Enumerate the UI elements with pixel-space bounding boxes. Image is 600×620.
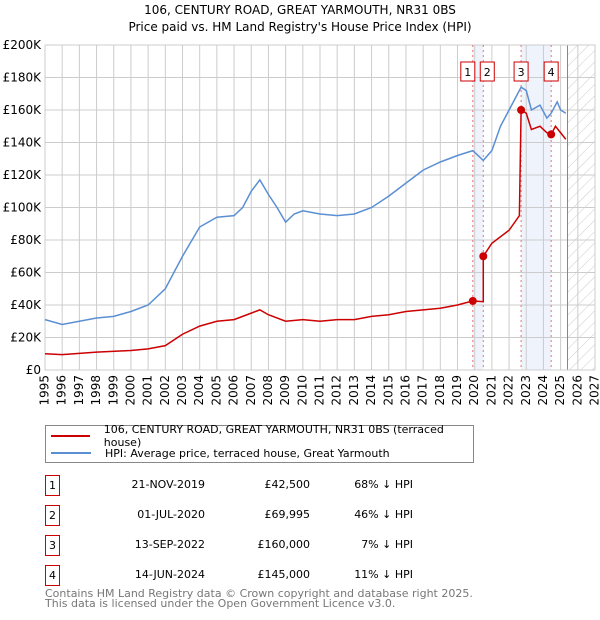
x-tick-label: 1996 (55, 375, 69, 406)
x-tick-label: 1999 (106, 375, 120, 406)
sales-table-row: 4 14-JUN-2024 £145,000 11% ↓ HPI (45, 565, 413, 587)
x-tick-label: 2009 (278, 375, 292, 406)
price-chart: 106, CENTURY ROAD, GREAT YARMOUTH, NR31 … (3, 3, 600, 406)
y-tick-label: £160K (3, 103, 43, 117)
x-tick-label: 2005 (209, 375, 223, 406)
sale-point (468, 296, 477, 305)
legend-swatch-blue (51, 452, 91, 454)
sales-table-row: 3 13-SEP-2022 £160,000 7% ↓ HPI (45, 535, 413, 557)
legend-item-property: 106, CENTURY ROAD, GREAT YARMOUTH, NR31 … (46, 423, 473, 449)
sale-hpi-diff: 46% ↓ HPI (354, 508, 413, 521)
sale-point (517, 106, 526, 114)
x-tick-label: 2022 (502, 375, 516, 406)
sale-label: 3 (518, 66, 525, 79)
x-tick-label: 2027 (588, 375, 600, 406)
y-tick-label: £180K (3, 71, 43, 85)
x-tick-label: 2002 (158, 375, 172, 406)
x-tick-label: 2013 (347, 375, 361, 406)
x-tick-label: 2018 (433, 375, 447, 406)
sale-price: £160,000 (257, 538, 311, 551)
x-tick-label: 2006 (227, 375, 241, 406)
footer: Contains HM Land Registry data © Crown c… (45, 587, 473, 610)
sale-point (547, 130, 556, 139)
sale-hpi-diff: 7% ↓ HPI (361, 538, 413, 551)
y-tick-label: £200K (3, 38, 43, 52)
chart-subtitle: Price paid vs. HM Land Registry's House … (128, 20, 471, 34)
legend-item-hpi: HPI: Average price, terraced house, Grea… (46, 445, 390, 461)
legend-label: HPI: Average price, terraced house, Grea… (105, 446, 390, 460)
legend-label: 106, CENTURY ROAD, GREAT YARMOUTH, NR31 … (103, 423, 444, 449)
sale-hpi-diff: 68% ↓ HPI (354, 478, 413, 491)
footer-line: Contains HM Land Registry data © Crown c… (45, 587, 473, 600)
y-tick-label: £0 (26, 363, 41, 377)
sale-label-box (460, 61, 476, 82)
sale-hpi-diff: 11% ↓ HPI (354, 568, 413, 581)
sale-price: £42,500 (264, 478, 311, 491)
x-tick-label: 2004 (192, 375, 206, 406)
x-tick-label: 1997 (72, 375, 86, 406)
hpi-line (44, 86, 567, 326)
x-tick-label: 2014 (364, 375, 378, 406)
x-tick-label: 2026 (570, 375, 584, 406)
sale-date: 21-NOV-2019 (131, 478, 205, 491)
sale-label: 4 (548, 66, 555, 79)
property-price-line (44, 108, 567, 356)
sale-label-box (543, 61, 559, 82)
x-tick-label: 2025 (553, 375, 567, 406)
sale-number-badge: 1 (45, 475, 60, 496)
plot-frame (44, 44, 596, 371)
y-tick-label: £140K (3, 136, 43, 150)
x-tick-label: 2019 (450, 375, 464, 406)
sale-label: 2 (484, 66, 491, 79)
sale-label-box (513, 61, 529, 82)
sale-date: 14-JUN-2024 (134, 568, 205, 581)
x-tick-label: 2012 (330, 375, 344, 406)
y-tick-label: £40K (10, 298, 42, 312)
x-tick-label: 2000 (123, 375, 137, 406)
y-tick-label: £80K (10, 233, 42, 247)
sale-number-badge: 3 (45, 535, 60, 556)
sale-date: 13-SEP-2022 (134, 538, 205, 551)
y-tick-label: £60K (10, 266, 42, 280)
x-tick-label: 2007 (244, 375, 258, 406)
x-tick-label: 2003 (175, 375, 189, 406)
sales-table-row: 2 01-JUL-2020 £69,995 46% ↓ HPI (45, 505, 413, 527)
x-tick-label: 2008 (261, 375, 275, 406)
y-tick-label: £100K (3, 201, 43, 215)
sale-number-badge: 2 (45, 505, 60, 526)
x-tick-label: 2015 (381, 375, 395, 406)
sale-label: 1 (464, 66, 471, 79)
x-tick-label: 2010 (295, 375, 309, 406)
sales-table-row: 1 21-NOV-2019 £42,500 68% ↓ HPI (45, 475, 413, 497)
y-tick-label: £120K (3, 168, 43, 182)
legend-swatch-red (51, 435, 90, 437)
x-tick-label: 2020 (467, 375, 481, 406)
sale-price: £145,000 (257, 568, 311, 581)
x-tick-label: 1998 (89, 375, 103, 406)
sale-point (479, 252, 488, 261)
sale-date: 01-JUL-2020 (137, 508, 205, 521)
sale-number-badge: 4 (45, 565, 60, 586)
legend: 106, CENTURY ROAD, GREAT YARMOUTH, NR31 … (45, 423, 474, 463)
x-tick-label: 2011 (313, 375, 327, 406)
x-tick-label: 2017 (416, 375, 430, 406)
x-tick-label: 2023 (519, 375, 533, 406)
x-tick-label: 2016 (398, 375, 412, 406)
sale-price: £69,995 (264, 508, 311, 521)
x-tick-label: 2021 (484, 375, 498, 406)
sale-label-box (479, 61, 495, 82)
x-tick-label: 2024 (536, 375, 550, 406)
x-tick-label: 2001 (141, 375, 155, 406)
footer-line: This data is licensed under the Open Gov… (45, 597, 396, 610)
x-tick-label: 1995 (38, 375, 52, 406)
chart-title: 106, CENTURY ROAD, GREAT YARMOUTH, NR31 … (144, 3, 456, 17)
y-tick-label: £20K (10, 331, 42, 345)
